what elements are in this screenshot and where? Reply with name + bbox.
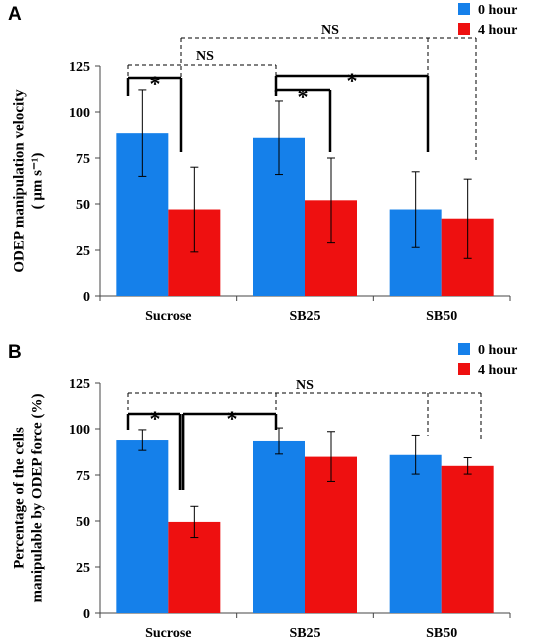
x-tick-label: SB50 <box>426 626 457 638</box>
legend-swatch <box>458 3 470 15</box>
y-tick-label: 50 <box>76 515 90 530</box>
panel-a-chart: 0 25 50 75 100 125 Sucrose SB25 SB50 ODEP manipul… <box>11 3 517 324</box>
y-tick-label: 100 <box>69 106 90 121</box>
legend-label: 4 hour <box>478 363 517 378</box>
legend-label: 0 hour <box>478 3 517 18</box>
y-axis-label-line1: Percentage of the cells <box>11 427 27 569</box>
bar-0-hour-Sucrose <box>116 440 169 613</box>
legend-swatch <box>458 23 470 35</box>
x-tick-label: SB50 <box>426 309 457 324</box>
legend-swatch <box>458 343 470 355</box>
legend-swatch <box>458 363 470 375</box>
y-tick-label: 25 <box>76 244 90 259</box>
ns-annotation: NS <box>196 49 214 64</box>
y-axis-label-line2: ( μm s⁻¹) <box>29 153 45 210</box>
significance-star: * <box>150 71 161 96</box>
y-axis-label-line2: manipulable by ODEP force (%) <box>29 394 45 603</box>
y-tick-label: 100 <box>69 423 90 438</box>
x-tick-label: SB25 <box>289 626 320 638</box>
significance-star: * <box>227 406 238 431</box>
panel-b-label: B <box>8 342 22 363</box>
legend-label: 0 hour <box>478 343 517 358</box>
x-tick-label: Sucrose <box>145 309 191 324</box>
panel-a-label: A <box>8 4 22 25</box>
ns-annotation: NS <box>296 378 314 393</box>
x-tick-label: Sucrose <box>145 626 191 638</box>
y-tick-label: 75 <box>76 152 90 167</box>
y-tick-label: 0 <box>83 290 90 305</box>
significance-star: * <box>298 84 309 109</box>
bar-0-hour-SB50 <box>389 454 442 613</box>
legend-label: 4 hour <box>478 23 517 38</box>
y-axis-label-line1: ODEP manipulation velocity <box>11 89 27 273</box>
y-tick-label: 125 <box>69 60 90 75</box>
x-tick-label: SB25 <box>289 309 320 324</box>
y-tick-label: 75 <box>76 469 90 484</box>
y-tick-label: 0 <box>83 607 90 622</box>
panel-b-chart: 0 25 50 75 100 125 Sucrose SB25 SB50 Percentage o… <box>11 343 517 638</box>
bar-4-hour-SB25 <box>305 456 357 613</box>
bar-0-hour-SB25 <box>253 440 305 613</box>
ns-annotation: NS <box>321 23 339 38</box>
bar-4-hour-SB50 <box>441 465 494 613</box>
y-tick-label: 125 <box>69 377 90 392</box>
significance-star: * <box>347 68 358 93</box>
y-tick-label: 50 <box>76 198 90 213</box>
y-tick-label: 25 <box>76 561 90 576</box>
significance-star: * <box>150 406 161 431</box>
